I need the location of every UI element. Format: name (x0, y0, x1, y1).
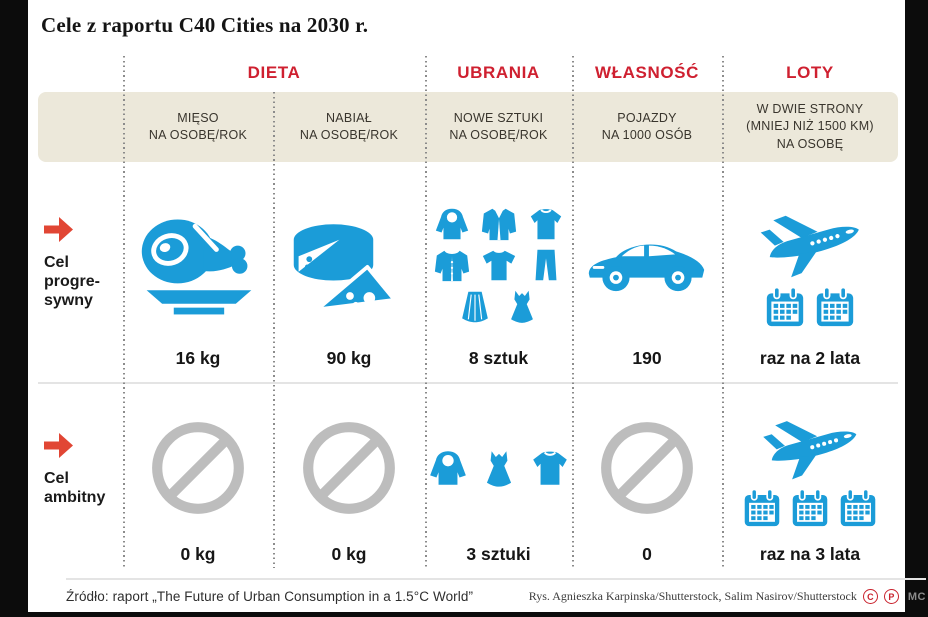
column-divider (273, 92, 275, 568)
value-progressive-clothes: 8 sztuk (468, 348, 529, 368)
blazer-icon (481, 208, 516, 241)
footer-initials: MC (907, 590, 926, 603)
cell-ambitious-clothes: 3 sztuki (425, 392, 572, 570)
sweater-icon (531, 450, 568, 486)
cell-ambitious-flights: raz na 3 lata (722, 392, 898, 570)
value-ambitious-flights: raz na 3 lata (759, 544, 861, 564)
column-divider (572, 56, 574, 568)
dress-icon (486, 451, 511, 487)
cardigan-icon (434, 250, 469, 282)
subheader-dairy: NABIAŁ NA OSOBĘ/ROK (299, 110, 399, 142)
airplane-icon (758, 202, 866, 280)
row-label-cell-progressive: Cel progre- sywny (38, 182, 123, 374)
value-ambitious-vehicles: 0 (642, 544, 652, 564)
copyright-icon: C (862, 589, 878, 604)
clothes-icons-group (426, 205, 572, 325)
row-ambitious: Cel ambitny 0 kg 0 kg 3 sztuki 0 (38, 392, 898, 570)
category-wlasnosc: WŁASNOŚĆ (595, 63, 699, 82)
goals-table: DIETA UBRANIA WŁASNOŚĆ LOTY MIĘSO NA OSO… (38, 56, 898, 570)
tshirt-icon (482, 250, 515, 281)
row-label-cell-ambitious: Cel ambitny (38, 392, 123, 570)
value-progressive-dairy: 90 kg (326, 348, 372, 368)
cell-progressive-flights: raz na 2 lata (722, 182, 898, 374)
clothes-icons-group (426, 447, 572, 489)
cell-progressive-clothes: 8 sztuk (425, 182, 572, 374)
arrow-icon (44, 433, 73, 458)
phonogram-icon: P (883, 589, 899, 604)
footer: Źródło: raport „The Future of Urban Cons… (66, 578, 926, 604)
dress-icon (511, 290, 533, 323)
category-dieta: DIETA (247, 63, 301, 82)
arrow-icon (44, 217, 73, 242)
cell-progressive-meat: 16 kg (123, 182, 273, 374)
ham-icon (141, 219, 252, 315)
subheader-clothes: NOWE SZTUKI NA OSOBĘ/ROK (449, 110, 548, 142)
value-ambitious-meat: 0 kg (180, 544, 216, 564)
footer-credits: Rys. Agnieszka Karpinska/Shutterstock, S… (528, 589, 857, 603)
column-divider (722, 56, 724, 568)
prohibition-icon (596, 417, 698, 519)
subheader-vehicles: POJAZDY NA 1000 OSÓB (601, 110, 693, 142)
value-progressive-meat: 16 kg (175, 348, 221, 368)
prohibition-icon (298, 417, 400, 519)
footer-source: Źródło: raport „The Future of Urban Cons… (66, 589, 474, 604)
value-progressive-vehicles: 190 (632, 348, 662, 368)
cell-progressive-dairy: 90 kg (273, 182, 425, 374)
sweater-icon (529, 208, 562, 241)
cell-ambitious-meat: 0 kg (123, 392, 273, 570)
car-icon (588, 244, 705, 292)
hoodie-icon (429, 451, 466, 485)
calendar-icon (839, 488, 877, 527)
prohibition-icon (147, 417, 249, 519)
airplane-icon (761, 408, 863, 482)
row-label-progressive: Cel progre- sywny (44, 254, 100, 310)
value-ambitious-clothes: 3 sztuki (466, 544, 531, 564)
cell-ambitious-dairy: 0 kg (273, 392, 425, 570)
infographic-page: Cele z raportu C40 Cities na 2030 r. DIE… (28, 0, 926, 612)
calendars-group (765, 286, 855, 328)
page-title: Cele z raportu C40 Cities na 2030 r. (41, 13, 369, 37)
category-ubrania: UBRANIA (457, 63, 540, 82)
cell-ambitious-vehicles: 0 (572, 392, 722, 570)
calendar-icon (815, 286, 855, 328)
subheader-spacer (38, 92, 123, 162)
value-ambitious-dairy: 0 kg (331, 544, 367, 564)
hoodie-icon (435, 208, 468, 240)
row-progressive: Cel progre- sywny 16 kg (38, 182, 898, 374)
value-progressive-flights: raz na 2 lata (759, 348, 861, 368)
column-divider (425, 56, 427, 568)
cell-progressive-vehicles: 190 (572, 182, 722, 374)
subheader-flights: W DWIE STRONY (MNIEJ NIŻ 1500 KM) NA OSO… (746, 102, 874, 151)
row-divider (38, 382, 898, 384)
skirt-icon (461, 291, 489, 323)
footer-credits-group: Rys. Agnieszka Karpinska/Shutterstock, S… (529, 589, 926, 604)
category-spacer (38, 83, 123, 92)
subheader-meat: MIĘSO NA OSOBĘ/ROK (148, 110, 248, 142)
subheader-band: MIĘSO NA OSOBĘ/ROK NABIAŁ NA OSOBĘ/ROK N… (38, 92, 898, 162)
calendars-group (743, 488, 877, 528)
pants-icon (535, 249, 556, 281)
column-divider (123, 56, 125, 568)
calendar-icon (743, 488, 781, 527)
calendar-icon (765, 286, 805, 328)
calendar-icon (791, 488, 829, 527)
row-label-ambitious: Cel ambitny (44, 470, 106, 507)
category-header-row: DIETA UBRANIA WŁASNOŚĆ LOTY (38, 56, 898, 92)
cheese-icon (293, 224, 397, 312)
category-loty: LOTY (786, 63, 834, 82)
